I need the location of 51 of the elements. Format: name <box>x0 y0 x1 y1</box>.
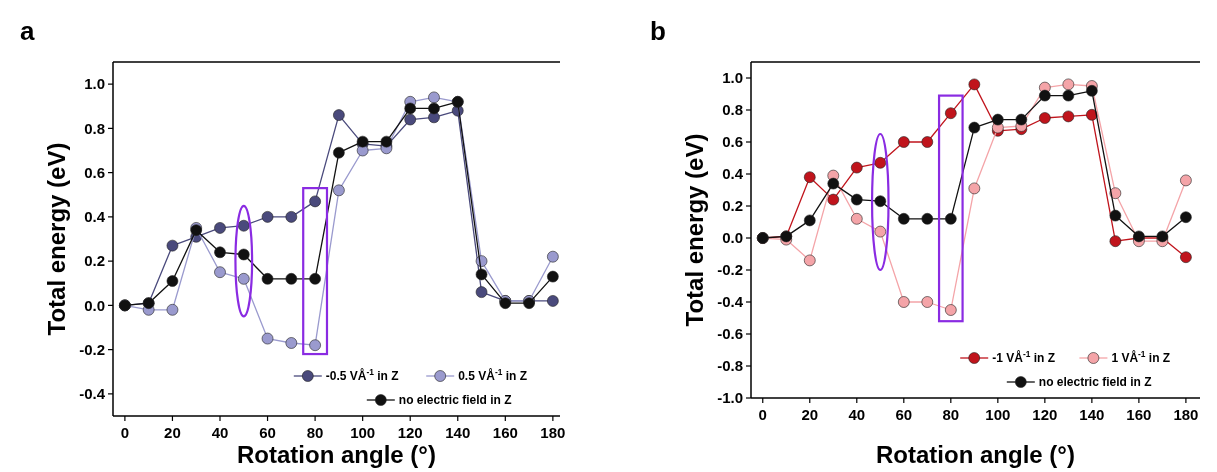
x-tick-label: 120 <box>397 424 423 441</box>
chart-title: a <box>20 16 35 46</box>
y-tick-label: 0.2 <box>84 252 105 270</box>
x-axis-title: Rotation angle (°) <box>876 441 1075 468</box>
y-tick-label: 1.0 <box>722 69 743 87</box>
y-tick-label: 0.8 <box>722 101 743 119</box>
x-tick-label: 0 <box>120 424 130 441</box>
legend-label: 1 VÅ$^{-1}$ in Z <box>1111 349 1171 366</box>
x-tick-label: 80 <box>306 424 324 441</box>
x-tick-label: 160 <box>1126 406 1152 423</box>
x-axis-title: Rotation angle (°) <box>237 441 436 468</box>
x-tick-label: 80 <box>942 406 960 423</box>
y-tick-label: 1.0 <box>84 75 105 93</box>
y-tick-label: -0.6 <box>717 325 743 343</box>
x-tick-label: 100 <box>350 424 376 441</box>
y-axis-title: Total energy (eV) <box>43 142 70 336</box>
y-tick-label: 0.6 <box>84 163 105 181</box>
y-tick-label: -0.2 <box>79 340 105 358</box>
y-tick-label: 0.2 <box>722 197 743 215</box>
x-tick-label: 20 <box>164 424 181 441</box>
y-tick-label: -1.0 <box>717 389 743 407</box>
legend-label: no electric field in Z <box>398 393 512 408</box>
y-tick-label: 0.4 <box>722 165 744 183</box>
x-tick-label: 140 <box>1079 406 1105 423</box>
x-tick-label: 0 <box>758 406 767 423</box>
y-tick-label: 0.0 <box>722 229 743 247</box>
x-tick-label: 180 <box>540 424 566 441</box>
x-tick-label: 40 <box>211 424 229 441</box>
x-tick-label: 40 <box>848 406 866 423</box>
chart-title: b <box>650 16 666 46</box>
y-tick-label: 0.0 <box>84 296 105 314</box>
y-tick-label: 0.4 <box>84 208 106 226</box>
y-tick-label: -0.2 <box>717 261 743 279</box>
x-tick-label: 20 <box>801 406 819 423</box>
y-axis-title: Total energy (eV) <box>681 133 708 327</box>
y-tick-label: 0.6 <box>722 133 743 151</box>
x-tick-label: 100 <box>985 406 1011 423</box>
x-tick-label: 160 <box>492 424 518 441</box>
x-tick-label: 140 <box>445 424 471 441</box>
x-tick-label: 60 <box>259 424 276 441</box>
x-tick-label: 180 <box>1173 406 1199 423</box>
x-tick-label: 60 <box>895 406 913 423</box>
x-tick-label: 120 <box>1032 406 1058 423</box>
y-tick-label: 0.8 <box>84 119 105 137</box>
y-tick-label: -0.8 <box>717 357 743 375</box>
legend-label: -0.5 VÅ$^{-1}$ in Z <box>325 367 399 384</box>
legend-label: 0.5 VÅ$^{-1}$ in Z <box>458 367 528 384</box>
legend-label: no electric field in Z <box>1038 375 1152 390</box>
y-tick-label: -0.4 <box>79 385 106 403</box>
legend-label: -1 VÅ$^{-1}$ in Z <box>992 349 1056 366</box>
y-tick-label: -0.4 <box>717 293 744 311</box>
